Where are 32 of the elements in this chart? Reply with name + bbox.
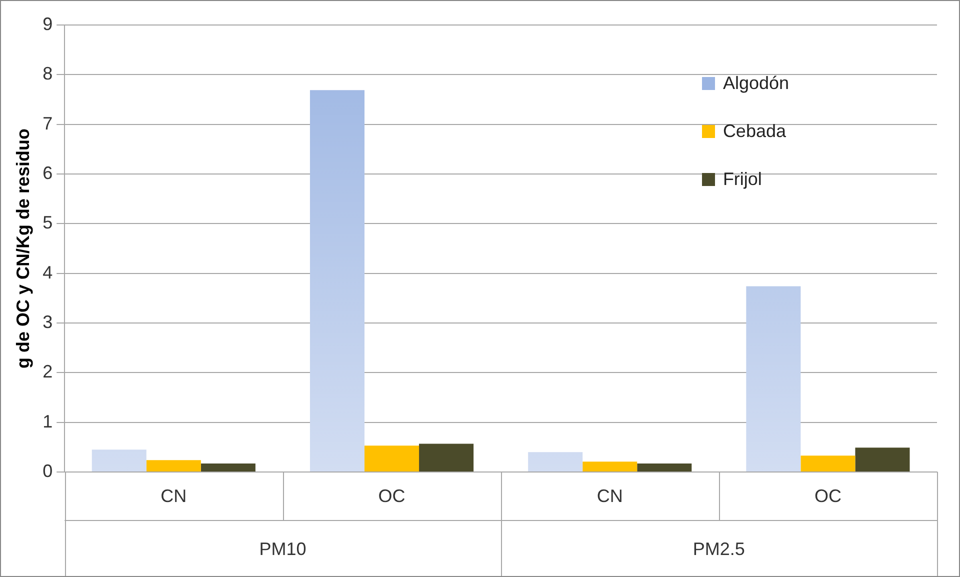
x-tick-label: OC	[814, 486, 842, 506]
y-tick-label: 4	[42, 262, 53, 282]
y-axis-title: g de OC y CN/Kg de residuo	[12, 128, 33, 369]
y-tick-label: 1	[42, 411, 53, 432]
y-tick-label: 8	[42, 64, 53, 84]
y-tick-label: 0	[42, 460, 53, 481]
text: PM10	[259, 538, 306, 559]
y-tick-label: 5	[42, 212, 53, 233]
y-tick-label: 7	[42, 113, 53, 134]
bar	[200, 464, 256, 472]
bar	[582, 462, 638, 472]
bar	[310, 90, 364, 472]
legend-label: Algodón	[722, 72, 789, 94]
bar	[419, 444, 474, 472]
y-tick-label: 9	[42, 14, 53, 34]
text: PM2.5	[692, 538, 745, 559]
x-tick-label: OC	[378, 486, 406, 506]
y-tick-label: 3	[42, 312, 53, 332]
y-tick-label: 2	[42, 362, 53, 382]
bar	[746, 286, 801, 472]
bar	[146, 460, 201, 472]
bar	[364, 446, 420, 472]
x-tick-label: CN	[596, 486, 623, 506]
legend-label: Frijol	[722, 168, 762, 190]
legend-label: Cebada	[722, 120, 786, 142]
bar	[528, 452, 583, 472]
bar	[855, 448, 910, 472]
x-tick-label: CN	[160, 486, 187, 506]
bar	[92, 450, 146, 472]
bar	[800, 456, 856, 472]
bar	[637, 464, 692, 472]
y-tick-label: 6	[42, 162, 53, 183]
